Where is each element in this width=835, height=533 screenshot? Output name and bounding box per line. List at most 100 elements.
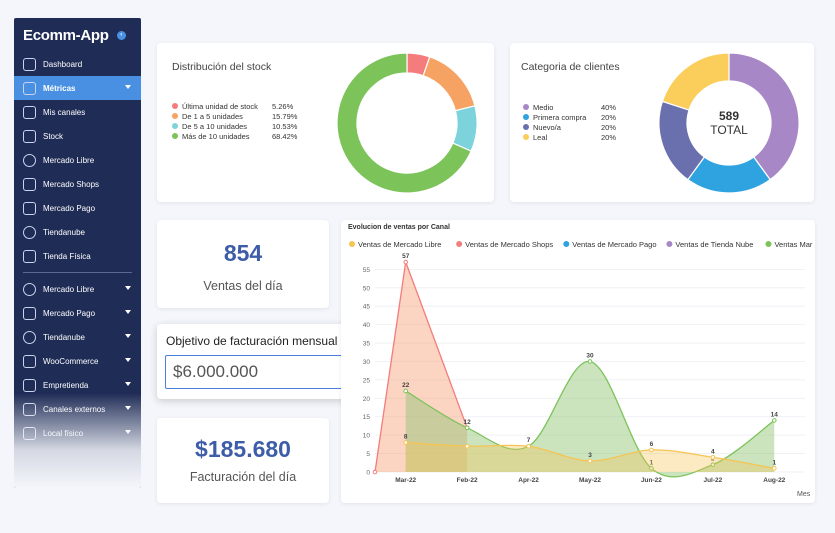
cloud-icon (23, 225, 36, 239)
data-point[interactable] (526, 443, 531, 449)
x-tick-label: Aug-22 (763, 477, 785, 484)
data-point[interactable] (464, 443, 470, 449)
legend-value: 5.26% (272, 101, 294, 111)
sidebar-item-tiendanube[interactable]: Tiendanube (14, 325, 141, 349)
legend-label: De 5 a 10 unidades (182, 121, 248, 131)
y-tick-label: 15 (363, 414, 371, 421)
chart-legend-label: Ventas de Mercado Pago (572, 240, 656, 249)
legend-item: Última unidad de stock 5.26% (172, 101, 302, 111)
chevron-down-icon[interactable] (125, 358, 131, 362)
sidebar-item-label: Mis canales (43, 107, 86, 117)
chevron-down-icon[interactable] (125, 310, 131, 314)
network-icon (23, 105, 36, 119)
x-axis-label: Mes (797, 491, 811, 498)
clientes-total-number: 589 (718, 109, 740, 123)
legend-value: 40% (601, 102, 617, 112)
series-area (405, 442, 775, 472)
legend-label: De 1 a 5 unidades (182, 111, 243, 121)
donut-slice (728, 52, 800, 181)
chart-title: Evolucion de ventas por Canal (348, 224, 450, 231)
y-tick-label: 30 (363, 359, 371, 366)
sidebar-item-tienda-física[interactable]: Tienda Física (14, 244, 141, 268)
chart-legend-label: Ventas de Mercado Libre (358, 240, 441, 249)
cloud-icon (23, 330, 36, 344)
ventas-dia-label: Ventas del día (203, 279, 283, 293)
chart-legend-item[interactable]: Ventas de Mercado Pago (563, 240, 657, 249)
chevron-down-icon[interactable] (125, 406, 131, 410)
chart-legend-label: Ventas Mar (774, 240, 812, 249)
sidebar-item-label: Mercado Libre (43, 155, 95, 165)
y-tick-label: 35 (363, 341, 371, 348)
y-tick-label: 40 (363, 322, 371, 329)
logo[interactable]: Ecomm-App ‹ (14, 18, 141, 52)
x-tick-label: Mar-22 (395, 477, 416, 484)
facturacion-number: $185.680 (195, 436, 291, 462)
chart-legend-item[interactable]: Ventas Mar (765, 240, 813, 249)
legend-label: Más de 10 unidades (182, 131, 250, 141)
data-label: 3 (588, 452, 592, 459)
sidebar-item-mis-canales[interactable]: Mis canales (14, 100, 141, 124)
data-point[interactable] (649, 447, 654, 453)
handshake-icon (23, 282, 36, 296)
data-point[interactable] (403, 440, 409, 445)
cart-icon (23, 378, 36, 392)
sidebar-item-woocommerce[interactable]: WooCommerce (14, 349, 141, 373)
y-tick-label: 50 (363, 285, 371, 292)
data-point[interactable] (710, 454, 716, 460)
sidebar-item-mercado-libre[interactable]: Mercado Libre (14, 148, 141, 172)
sidebar-item-dashboard[interactable]: Dashboard (14, 52, 141, 76)
clientes-donut-chart (658, 52, 800, 194)
data-label: 14 (771, 411, 779, 418)
legend-item: De 1 a 5 unidades 15.79% (172, 111, 302, 121)
chart-legend-item[interactable]: Ventas de Mercado Libre (349, 240, 441, 249)
sidebar-item-local-físico[interactable]: Local físico (14, 421, 141, 445)
sidebar-item-métricas[interactable]: Métricas (14, 76, 141, 100)
chevron-down-icon[interactable] (125, 85, 131, 89)
y-tick-label: 20 (363, 396, 371, 403)
data-point[interactable] (464, 425, 470, 431)
sidebar-item-tiendanube[interactable]: Tiendanube (14, 220, 141, 244)
wallet-icon (23, 201, 36, 215)
chevron-down-icon[interactable] (125, 286, 131, 290)
chevron-down-icon[interactable] (125, 334, 131, 338)
legend-dot (456, 241, 463, 247)
chart-legend-item[interactable]: Ventas de Tienda Nube (666, 240, 753, 249)
sidebar-item-mercado-shops[interactable]: Mercado Shops (14, 172, 141, 196)
data-point[interactable] (587, 359, 593, 364)
legend-item: Más de 10 unidades 68.42% (172, 131, 302, 141)
legend-dot (172, 113, 178, 119)
data-point[interactable] (771, 418, 777, 423)
clientes-title: Categoria de clientes (521, 61, 620, 73)
sidebar-item-mercado-pago[interactable]: Mercado Pago (14, 301, 141, 325)
legend-label: Medio (533, 102, 554, 112)
data-point[interactable] (771, 466, 777, 471)
chevron-down-icon[interactable] (125, 430, 131, 434)
legend-dot (563, 241, 570, 247)
sidebar-item-mercado-libre[interactable]: Mercado Libre (14, 277, 141, 301)
data-label: 4 (711, 448, 715, 455)
data-point[interactable] (587, 458, 593, 464)
sidebar-item-mercado-pago[interactable]: Mercado Pago (14, 196, 141, 220)
sidebar-item-empretienda[interactable]: Empretienda (14, 373, 141, 397)
data-point[interactable] (710, 462, 716, 467)
legend-dot (349, 241, 355, 247)
data-point[interactable] (372, 469, 378, 475)
data-point[interactable] (403, 388, 409, 394)
chevron-left-icon[interactable]: ‹ (116, 30, 126, 40)
ventas-dia-card: 854 Ventas del día (157, 220, 329, 308)
sidebar-item-canales-externos[interactable]: Canales externos (14, 397, 141, 421)
grid-icon (23, 57, 36, 71)
chevron-down-icon[interactable] (125, 382, 131, 386)
chart-legend-item[interactable]: Ventas de Mercado Shops (456, 240, 553, 249)
y-tick-label: 45 (363, 304, 371, 311)
data-label: 1 (650, 459, 654, 466)
data-label: 8 (404, 434, 408, 441)
data-point[interactable] (649, 466, 654, 471)
sidebar: Ecomm-App ‹ Dashboard Métricas Mis canales… (14, 18, 141, 488)
clientes-card: Categoria de clientes Medio 40% Primera co… (510, 43, 814, 202)
data-point[interactable] (403, 259, 409, 265)
sidebar-item-stock[interactable]: Stock (14, 124, 141, 148)
legend-dot (523, 124, 529, 130)
x-tick-label: Jul-22 (703, 477, 722, 484)
y-tick-label: 0 (366, 470, 370, 477)
